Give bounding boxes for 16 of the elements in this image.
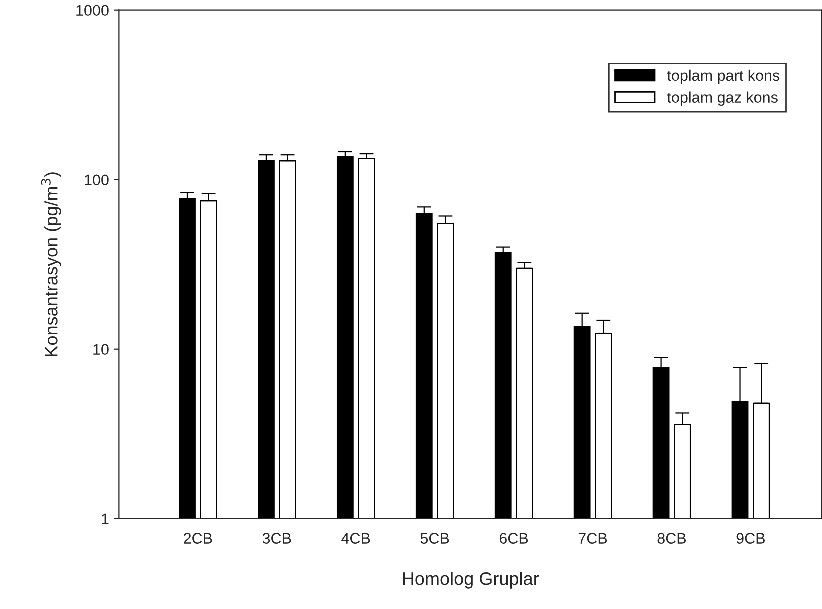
x-axis-title: Homolog Gruplar — [403, 572, 540, 589]
x-tick-label: 9CB — [736, 533, 765, 544]
legend-label: toplam part kons — [667, 70, 780, 84]
y-tick-label: 10 — [94, 344, 109, 356]
y-tick-label: 1000 — [76, 5, 109, 16]
x-tick-label: 5CB — [420, 533, 450, 544]
legend-label: toplam gaz kons — [667, 92, 778, 106]
y-tick-label: 100 — [85, 174, 109, 186]
x-tick-label: 7CB — [578, 533, 608, 544]
x-tick-label: 3CB — [262, 533, 292, 544]
x-tick-label: 2CB — [184, 533, 212, 544]
x-tick-label: 4CB — [342, 533, 370, 544]
x-tick-label: 6CB — [500, 533, 528, 544]
y-axis-title: Konsantrasyon (pg/m$^{3}$) — [41, 172, 62, 356]
y-tick-label: 1 — [102, 514, 109, 524]
x-tick-label: 8CB — [658, 533, 686, 544]
